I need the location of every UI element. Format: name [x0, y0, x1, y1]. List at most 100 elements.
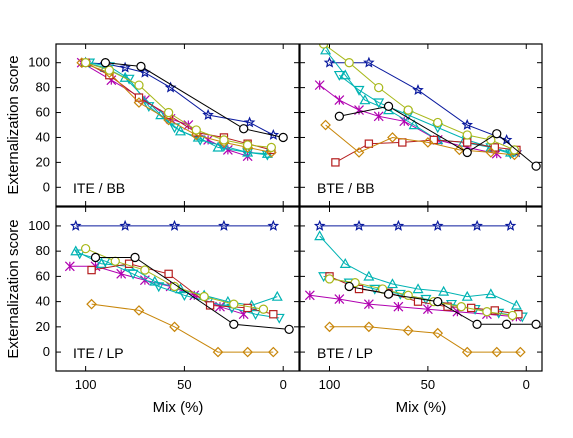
panel-title: BTE / LP — [317, 345, 373, 361]
data-point — [110, 256, 120, 266]
data-point — [392, 219, 405, 231]
data-point — [284, 324, 294, 335]
x-axis-title-left: Mix (%) — [153, 399, 204, 416]
series-7 — [318, 44, 520, 155]
data-point — [174, 125, 186, 136]
data-point — [456, 302, 466, 312]
data-point — [243, 303, 252, 313]
data-point — [394, 289, 406, 300]
data-point — [462, 130, 472, 140]
data-point — [242, 140, 253, 150]
data-point — [433, 296, 443, 307]
data-point — [471, 219, 483, 231]
data-point — [374, 82, 384, 93]
data-point — [320, 119, 331, 131]
series-8 — [90, 252, 294, 335]
y-tick-label: 60 — [36, 268, 50, 283]
series-line — [89, 62, 268, 156]
data-point — [363, 299, 374, 310]
data-point — [485, 288, 497, 299]
series-line — [75, 250, 278, 306]
data-point — [267, 346, 279, 358]
panel-3: 0 20 40 60 80 100 100 50 0 ITE / LP — [28, 206, 300, 392]
data-point — [267, 219, 280, 231]
data-point — [169, 321, 180, 333]
data-point — [491, 346, 503, 358]
series-6 — [86, 298, 279, 358]
y-tick-label: 40 — [36, 294, 50, 309]
data-point — [243, 116, 256, 128]
data-point — [258, 304, 269, 314]
y-tick-label: 20 — [36, 154, 50, 169]
data-point — [515, 346, 526, 358]
panel-frame — [55, 43, 300, 207]
data-point — [510, 299, 522, 310]
data-point — [402, 325, 414, 336]
series-8 — [100, 58, 288, 143]
data-point — [218, 219, 230, 231]
data-point — [353, 147, 365, 158]
data-point — [269, 310, 278, 319]
data-point — [104, 65, 114, 75]
data-point — [438, 285, 450, 296]
data-point — [344, 281, 354, 292]
data-point — [100, 58, 111, 68]
data-point — [363, 321, 375, 333]
data-point — [383, 101, 394, 111]
data-point — [202, 108, 214, 120]
data-point — [168, 219, 181, 231]
data-point — [278, 132, 288, 143]
series-line — [349, 286, 537, 325]
x-tick-label: 0 — [523, 377, 530, 392]
data-point — [64, 261, 75, 272]
x-tick-label: 0 — [280, 377, 287, 392]
series-1 — [313, 219, 517, 231]
data-point — [403, 105, 413, 115]
panel-title: ITE / LP — [73, 345, 124, 361]
data-point — [403, 290, 413, 300]
data-point — [531, 161, 541, 171]
plot-area — [76, 56, 288, 162]
data-point — [386, 278, 398, 289]
data-point — [429, 135, 438, 145]
data-point — [492, 129, 502, 139]
y-tick-label: 20 — [36, 319, 50, 334]
series-line — [309, 294, 517, 318]
data-point — [250, 310, 262, 320]
data-point — [70, 219, 82, 231]
data-point — [507, 310, 518, 321]
series-3 — [314, 230, 522, 310]
data-point — [119, 219, 131, 231]
data-point — [339, 69, 351, 80]
data-point — [229, 299, 239, 309]
y-tick-label: 0 — [43, 344, 50, 359]
panel-frame — [299, 206, 543, 372]
data-point — [90, 252, 101, 263]
data-point — [133, 305, 145, 316]
data-point — [461, 290, 473, 301]
x-tick-label: 100 — [75, 377, 97, 392]
series-7 — [80, 58, 276, 153]
y-axis-title-top: Externalization score — [5, 55, 22, 194]
data-point — [87, 265, 96, 275]
data-point — [334, 294, 345, 305]
data-point — [314, 230, 326, 241]
panel-frame — [299, 43, 543, 207]
y-tick-label: 100 — [28, 218, 50, 233]
series-2 — [304, 290, 522, 322]
data-point — [199, 291, 209, 302]
series-line — [105, 62, 284, 138]
data-point — [324, 321, 335, 333]
data-point — [323, 56, 336, 68]
data-point — [359, 94, 371, 105]
data-point — [432, 327, 444, 339]
series-6 — [324, 321, 526, 358]
series-5 — [87, 259, 278, 319]
data-point — [344, 58, 354, 68]
data-point — [364, 139, 374, 148]
data-point — [363, 270, 375, 281]
data-point — [153, 282, 165, 293]
data-point — [304, 290, 315, 301]
data-point — [504, 219, 517, 231]
series-line — [319, 235, 517, 306]
